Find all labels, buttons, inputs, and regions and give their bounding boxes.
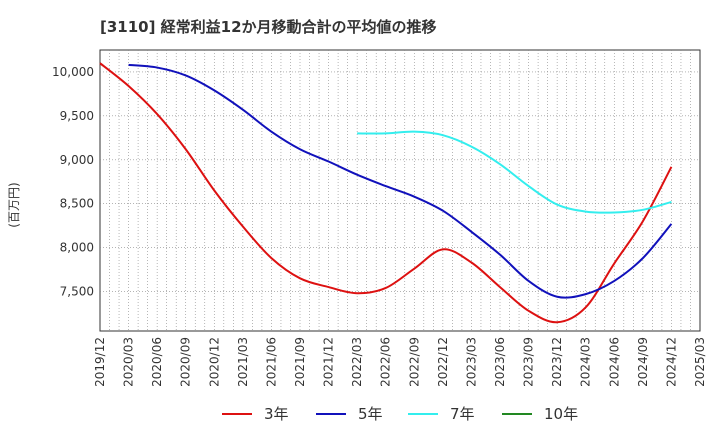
grid-lines: [100, 50, 700, 331]
x-tick-label: 2022/12: [436, 337, 450, 387]
series-line-1: [128, 63, 673, 299]
y-tick-label: 10,000: [52, 65, 94, 79]
x-tick-label: 2020/03: [122, 337, 136, 387]
legend-label: 3年: [264, 405, 289, 423]
x-tick-label: 2023/12: [550, 337, 564, 387]
x-tick-label: 2022/09: [407, 337, 421, 387]
y-tick-label: 8,000: [60, 241, 94, 255]
x-tick-label: 2021/06: [264, 337, 278, 387]
legend-label: 7年: [450, 405, 475, 423]
series-line-0: [99, 62, 673, 324]
y-tick-label: 9,000: [60, 153, 94, 167]
x-tick-label: 2023/03: [464, 337, 478, 387]
y-tick-label: 7,500: [60, 284, 94, 298]
x-tick-label: 2020/06: [150, 337, 164, 387]
x-tick-label: 2024/06: [607, 337, 621, 387]
x-axis-ticks: 2019/12 2020/03 2020/06 2020/09 2020/12 2021/…: [93, 337, 707, 387]
legend-label: 10年: [544, 405, 578, 423]
x-tick-label: 2019/12: [93, 337, 107, 387]
x-tick-label: 2023/06: [493, 337, 507, 387]
x-tick-label: 2020/12: [207, 337, 221, 387]
legend: 3年 5年 7年 10年: [222, 405, 578, 423]
series-line-2: [357, 130, 672, 214]
x-tick-label: 2020/09: [179, 337, 193, 387]
x-tick-label: 2022/06: [379, 337, 393, 387]
y-axis-ticks: 7,500 8,000 8,500 9,000 9,500 10,000: [52, 65, 94, 299]
y-tick-label: 9,500: [60, 109, 94, 123]
x-tick-label: 2021/03: [236, 337, 250, 387]
x-tick-label: 2024/03: [579, 337, 593, 387]
x-tick-label: 2024/09: [636, 337, 650, 387]
x-tick-label: 2023/09: [522, 337, 536, 387]
x-tick-label: 2021/09: [293, 337, 307, 387]
y-axis-label: (百万円): [7, 182, 21, 227]
x-tick-label: 2022/03: [350, 337, 364, 387]
legend-label: 5年: [358, 405, 383, 423]
y-tick-label: 8,500: [60, 197, 94, 211]
x-tick-label: 2025/03: [693, 337, 707, 387]
chart-title: [3110] 経常利益12か月移動合計の平均値の推移: [100, 18, 437, 36]
x-tick-label: 2024/12: [664, 337, 678, 387]
series-lines: [99, 62, 673, 324]
x-tick-label: 2021/12: [322, 337, 336, 387]
